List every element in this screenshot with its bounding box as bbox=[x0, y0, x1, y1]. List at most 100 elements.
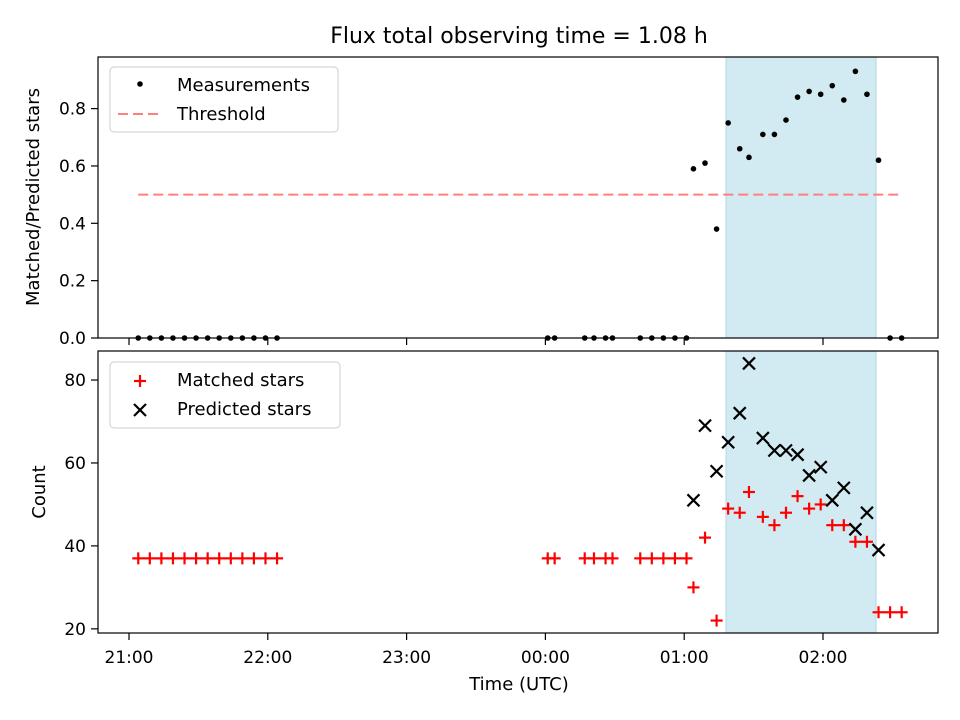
top-y-tick-label: 0.8 bbox=[59, 100, 86, 120]
bottom-legend: Matched stars Predicted stars bbox=[109, 361, 341, 429]
bottom-plot-frame bbox=[97, 350, 939, 634]
x-tick-label: 01:00 bbox=[660, 648, 709, 668]
bottom-x-axis: 21:00 22:00 23:00 00:00 01:00 02:00 bbox=[105, 633, 848, 668]
matched-star-point bbox=[645, 552, 658, 565]
matched-star-point bbox=[634, 552, 647, 565]
measurement-point bbox=[841, 97, 847, 103]
matched-star-point bbox=[155, 552, 168, 565]
measurement-point bbox=[794, 94, 801, 100]
top-y-tick-label: 0.0 bbox=[59, 329, 86, 349]
measurement-point bbox=[817, 91, 824, 98]
matched-star-point bbox=[201, 552, 214, 565]
matched-star-point bbox=[803, 502, 816, 515]
matched-star-point bbox=[860, 535, 873, 548]
matched-star-point bbox=[143, 552, 156, 565]
top-x-tick-marks bbox=[128, 338, 824, 345]
matched-star-point bbox=[680, 552, 693, 565]
measurement-point bbox=[875, 157, 882, 164]
measurement-point bbox=[760, 131, 766, 138]
top-highlight-window bbox=[725, 56, 877, 339]
top-panel: 0.00.20.40.60.8 Matched/Predicted stars … bbox=[23, 56, 939, 349]
x-tick-label: 00:00 bbox=[521, 648, 570, 668]
matched-star-point bbox=[742, 486, 755, 498]
top-y-tick-label: 0.6 bbox=[59, 157, 86, 177]
matched-star-point bbox=[190, 552, 203, 565]
predicted-star-point bbox=[767, 443, 782, 458]
top-plot-frame bbox=[97, 56, 939, 339]
x-tick-label: 02:00 bbox=[799, 648, 848, 668]
matched-star-point bbox=[895, 606, 908, 619]
matched-star-point bbox=[178, 552, 191, 565]
matched-star-point bbox=[699, 531, 712, 544]
legend-predicted-marker bbox=[133, 403, 147, 417]
predicted-star-point bbox=[698, 418, 712, 433]
matched-star-point bbox=[224, 552, 237, 565]
x-tick-label: 22:00 bbox=[243, 648, 292, 668]
matched-star-point bbox=[587, 552, 600, 565]
legend-matched-marker bbox=[134, 375, 146, 387]
predicted-star-point bbox=[802, 468, 816, 483]
matched-star-point bbox=[814, 498, 827, 511]
predicted-star-point bbox=[790, 447, 805, 462]
predicted-star-point bbox=[732, 406, 747, 420]
matched-star-point bbox=[213, 552, 226, 565]
matched-star-point bbox=[687, 581, 700, 594]
matched-star-point bbox=[668, 552, 681, 565]
matched-star-point bbox=[271, 552, 284, 565]
measurement-point bbox=[771, 131, 778, 138]
bottom-y-tick-label: 80 bbox=[64, 371, 86, 391]
bottom-y-tick-label: 60 bbox=[64, 454, 86, 474]
matched-star-point bbox=[236, 552, 249, 565]
measurement-point bbox=[725, 120, 731, 126]
predicted-star-point bbox=[721, 435, 735, 450]
legend-predicted-label: Predicted stars bbox=[177, 399, 311, 420]
predicted-star-point bbox=[871, 543, 886, 557]
measurement-point bbox=[713, 226, 720, 232]
matched-star-point bbox=[166, 552, 179, 565]
top-y-axis: 0.0 0.2 0.4 0.6 0.8 bbox=[59, 100, 98, 349]
x-axis-label: Time (UTC) bbox=[468, 674, 569, 695]
count-points bbox=[132, 356, 908, 627]
matched-star-point bbox=[733, 506, 746, 519]
legend-measurements-label: Measurements bbox=[177, 75, 310, 96]
matched-star-point bbox=[247, 552, 260, 565]
measurement-point bbox=[864, 91, 870, 98]
measurement-point bbox=[852, 68, 859, 75]
matched-star-point bbox=[657, 552, 670, 565]
measurement-point bbox=[702, 160, 708, 166]
matched-star-point bbox=[722, 502, 735, 515]
top-y-tick-label: 0.4 bbox=[59, 214, 86, 234]
chart-title: Flux total observing time = 1.08 h bbox=[330, 24, 708, 49]
matched-star-point bbox=[849, 535, 862, 548]
predicted-star-point bbox=[686, 493, 701, 508]
predicted-star-point bbox=[860, 505, 874, 520]
matched-star-point bbox=[768, 519, 781, 532]
matched-star-point bbox=[548, 552, 561, 565]
bottom-y-tick-label: 20 bbox=[64, 620, 86, 640]
measurement-point bbox=[690, 166, 697, 172]
predicted-star-point bbox=[709, 464, 724, 479]
top-y-tick-label: 0.2 bbox=[59, 272, 86, 292]
bottom-legend-frame bbox=[109, 361, 341, 429]
bottom-y-tick-label: 40 bbox=[64, 537, 86, 557]
x-tick-label: 23:00 bbox=[382, 648, 431, 668]
bottom-y-axis: 20 40 60 80 bbox=[64, 371, 98, 640]
measurement-point bbox=[829, 82, 836, 89]
matched-star-point bbox=[756, 510, 769, 523]
bottom-ylabel: Count bbox=[29, 465, 50, 518]
predicted-star-point bbox=[837, 481, 851, 495]
measurement-point bbox=[783, 117, 789, 123]
x-tick-label: 21:00 bbox=[105, 648, 154, 668]
measurement-point bbox=[806, 88, 812, 95]
legend-threshold-label: Threshold bbox=[176, 104, 266, 125]
matched-star-point bbox=[779, 506, 792, 519]
top-legend: Measurements Threshold bbox=[109, 66, 339, 133]
matched-star-point bbox=[884, 606, 897, 619]
legend-matched-label: Matched stars bbox=[177, 370, 304, 391]
legend-measurements-marker bbox=[137, 81, 143, 87]
matched-star-point bbox=[606, 552, 619, 565]
matched-star-point bbox=[791, 490, 804, 503]
predicted-star-point bbox=[848, 522, 863, 537]
